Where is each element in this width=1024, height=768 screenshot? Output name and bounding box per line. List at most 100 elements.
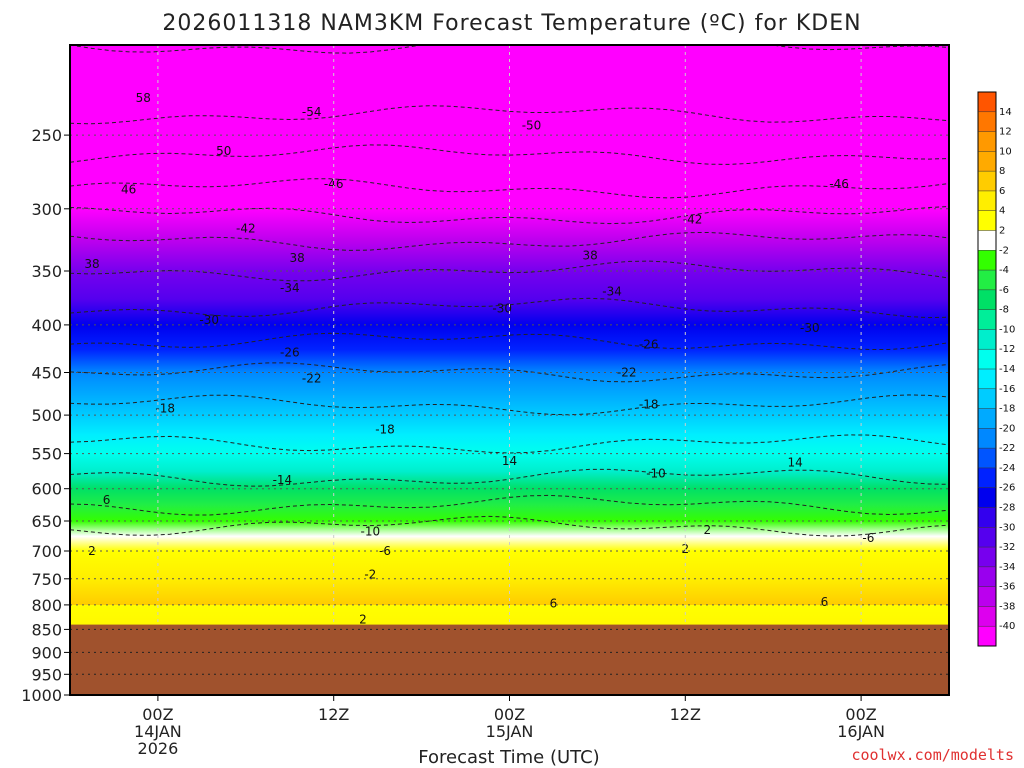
contour-lines (70, 45, 949, 537)
contour-line (70, 515, 949, 537)
contour-label: -42 (236, 222, 256, 236)
colorbar-swatch (978, 210, 996, 231)
colorbar-swatch (978, 487, 996, 508)
contour-label: -18 (639, 397, 659, 411)
contour-label: -30 (492, 302, 512, 316)
contour-label: -6 (379, 544, 391, 558)
colorbar-label: -32 (999, 542, 1015, 553)
colorbar-swatch (978, 111, 996, 133)
contour-labels: 58 -54 -50 50 -46 -46 46 -42 -42 38 38 38 -34 -34 -30 -… (84, 91, 874, 627)
colorbar-swatch (978, 190, 996, 212)
x-tick-label: 00Z (845, 705, 876, 724)
colorbar-swatch (978, 349, 996, 370)
colorbar-label: 10 (999, 146, 1012, 157)
colorbar-swatch (978, 309, 996, 330)
y-tick-label: 900 (31, 643, 62, 662)
contour-line (70, 105, 949, 125)
contour-label: -46 (324, 177, 344, 191)
y-tick-label: 650 (31, 512, 62, 531)
contour-line (70, 178, 949, 199)
colorbar-swatch (978, 606, 996, 627)
contour-label: 38 (289, 251, 304, 265)
colorbar-swatch (978, 369, 996, 390)
colorbar-label: -38 (999, 601, 1015, 612)
colorbar-swatch (978, 408, 996, 429)
contour-label: -26 (639, 338, 659, 352)
y-tick-label: 400 (31, 316, 62, 335)
colorbar-label: -40 (999, 621, 1015, 632)
x-axis-label: Forecast Time (UTC) (418, 747, 599, 768)
colorbar-label: 6 (999, 186, 1005, 197)
contour-label: -34 (602, 284, 622, 298)
colorbar-label: -34 (999, 562, 1015, 573)
contour-label: -6 (862, 531, 874, 545)
contour-label: -46 (829, 177, 849, 191)
contour-line (70, 468, 949, 487)
contour-label: 38 (582, 249, 597, 263)
y-tick-label: 550 (31, 445, 62, 464)
contour-label: -30 (199, 313, 219, 327)
contour-label: 14 (788, 455, 803, 469)
colorbar-label: 14 (999, 107, 1012, 118)
colorbar-swatch (978, 586, 996, 607)
x-tick-label: 12Z (318, 705, 349, 724)
credit-text: coolwx.com/modelts (851, 746, 1014, 764)
colorbar-swatch (978, 329, 996, 350)
colorbar-label: -26 (999, 483, 1015, 494)
contour-label: -30 (800, 321, 820, 335)
colorbar-label: -14 (999, 364, 1015, 375)
colorbar-swatch (978, 131, 996, 152)
colorbar-swatch (978, 527, 996, 548)
contour-label: -26 (280, 345, 300, 359)
contour-label: -14 (273, 473, 293, 487)
y-tick-label: 1000 (21, 686, 62, 705)
y-tick-label: 850 (31, 620, 62, 639)
colorbar: 14 12 10 8 6 4 2 -2 -4 -6 -8 -10 -12 -14 -16 -18 -20 -22 -… (977, 91, 1015, 647)
contour-label: -42 (683, 212, 703, 226)
contour-label: -22 (302, 372, 322, 386)
x-tick-label: 15JAN (486, 722, 534, 741)
y-tick-label: 300 (31, 200, 62, 219)
contour-label: -18 (155, 402, 175, 416)
contour-label: 6 (550, 596, 558, 610)
y-tick-label: 500 (31, 406, 62, 425)
y-tick-label: 450 (31, 364, 62, 383)
grid-lines (70, 45, 949, 625)
colorbar-swatch (978, 171, 996, 192)
contour-label: -54 (302, 105, 322, 119)
contour-label: 2 (359, 613, 367, 627)
contour-label: -34 (280, 281, 300, 295)
contour-label: -2 (364, 568, 376, 582)
colorbar-label: 12 (999, 127, 1012, 138)
contour-label: 38 (84, 257, 99, 271)
x-tick-label: 16JAN (837, 722, 885, 741)
colorbar-label: 8 (999, 166, 1005, 177)
y-tick-label: 600 (31, 480, 62, 499)
x-tick-label: 12Z (670, 705, 701, 724)
contour-line (70, 45, 949, 54)
contour-line (70, 297, 949, 319)
contour-label: -10 (360, 524, 380, 538)
contour-label: -22 (617, 366, 637, 380)
colorbar-swatch (978, 270, 996, 291)
colorbar-label: -24 (999, 463, 1015, 474)
contour-label: -50 (522, 118, 542, 132)
contour-line (70, 494, 949, 516)
contour-label: -18 (375, 422, 395, 436)
colorbar-label: -8 (999, 305, 1009, 316)
colorbar-label: -28 (999, 503, 1015, 514)
contour-label: 6 (821, 595, 829, 609)
colorbar-swatch (978, 507, 996, 528)
colorbar-swatch (978, 547, 996, 568)
contour-label: 2 (703, 523, 711, 537)
x-tick-label: 00Z (494, 705, 525, 724)
colorbar-label: -2 (999, 245, 1009, 256)
colorbar-swatch (978, 151, 996, 172)
colorbar-swatch (978, 250, 996, 271)
colorbar-label: -4 (999, 265, 1009, 276)
contour-line (70, 362, 949, 383)
contour-line (70, 231, 949, 251)
x-tick-label: 2026 (138, 739, 179, 758)
